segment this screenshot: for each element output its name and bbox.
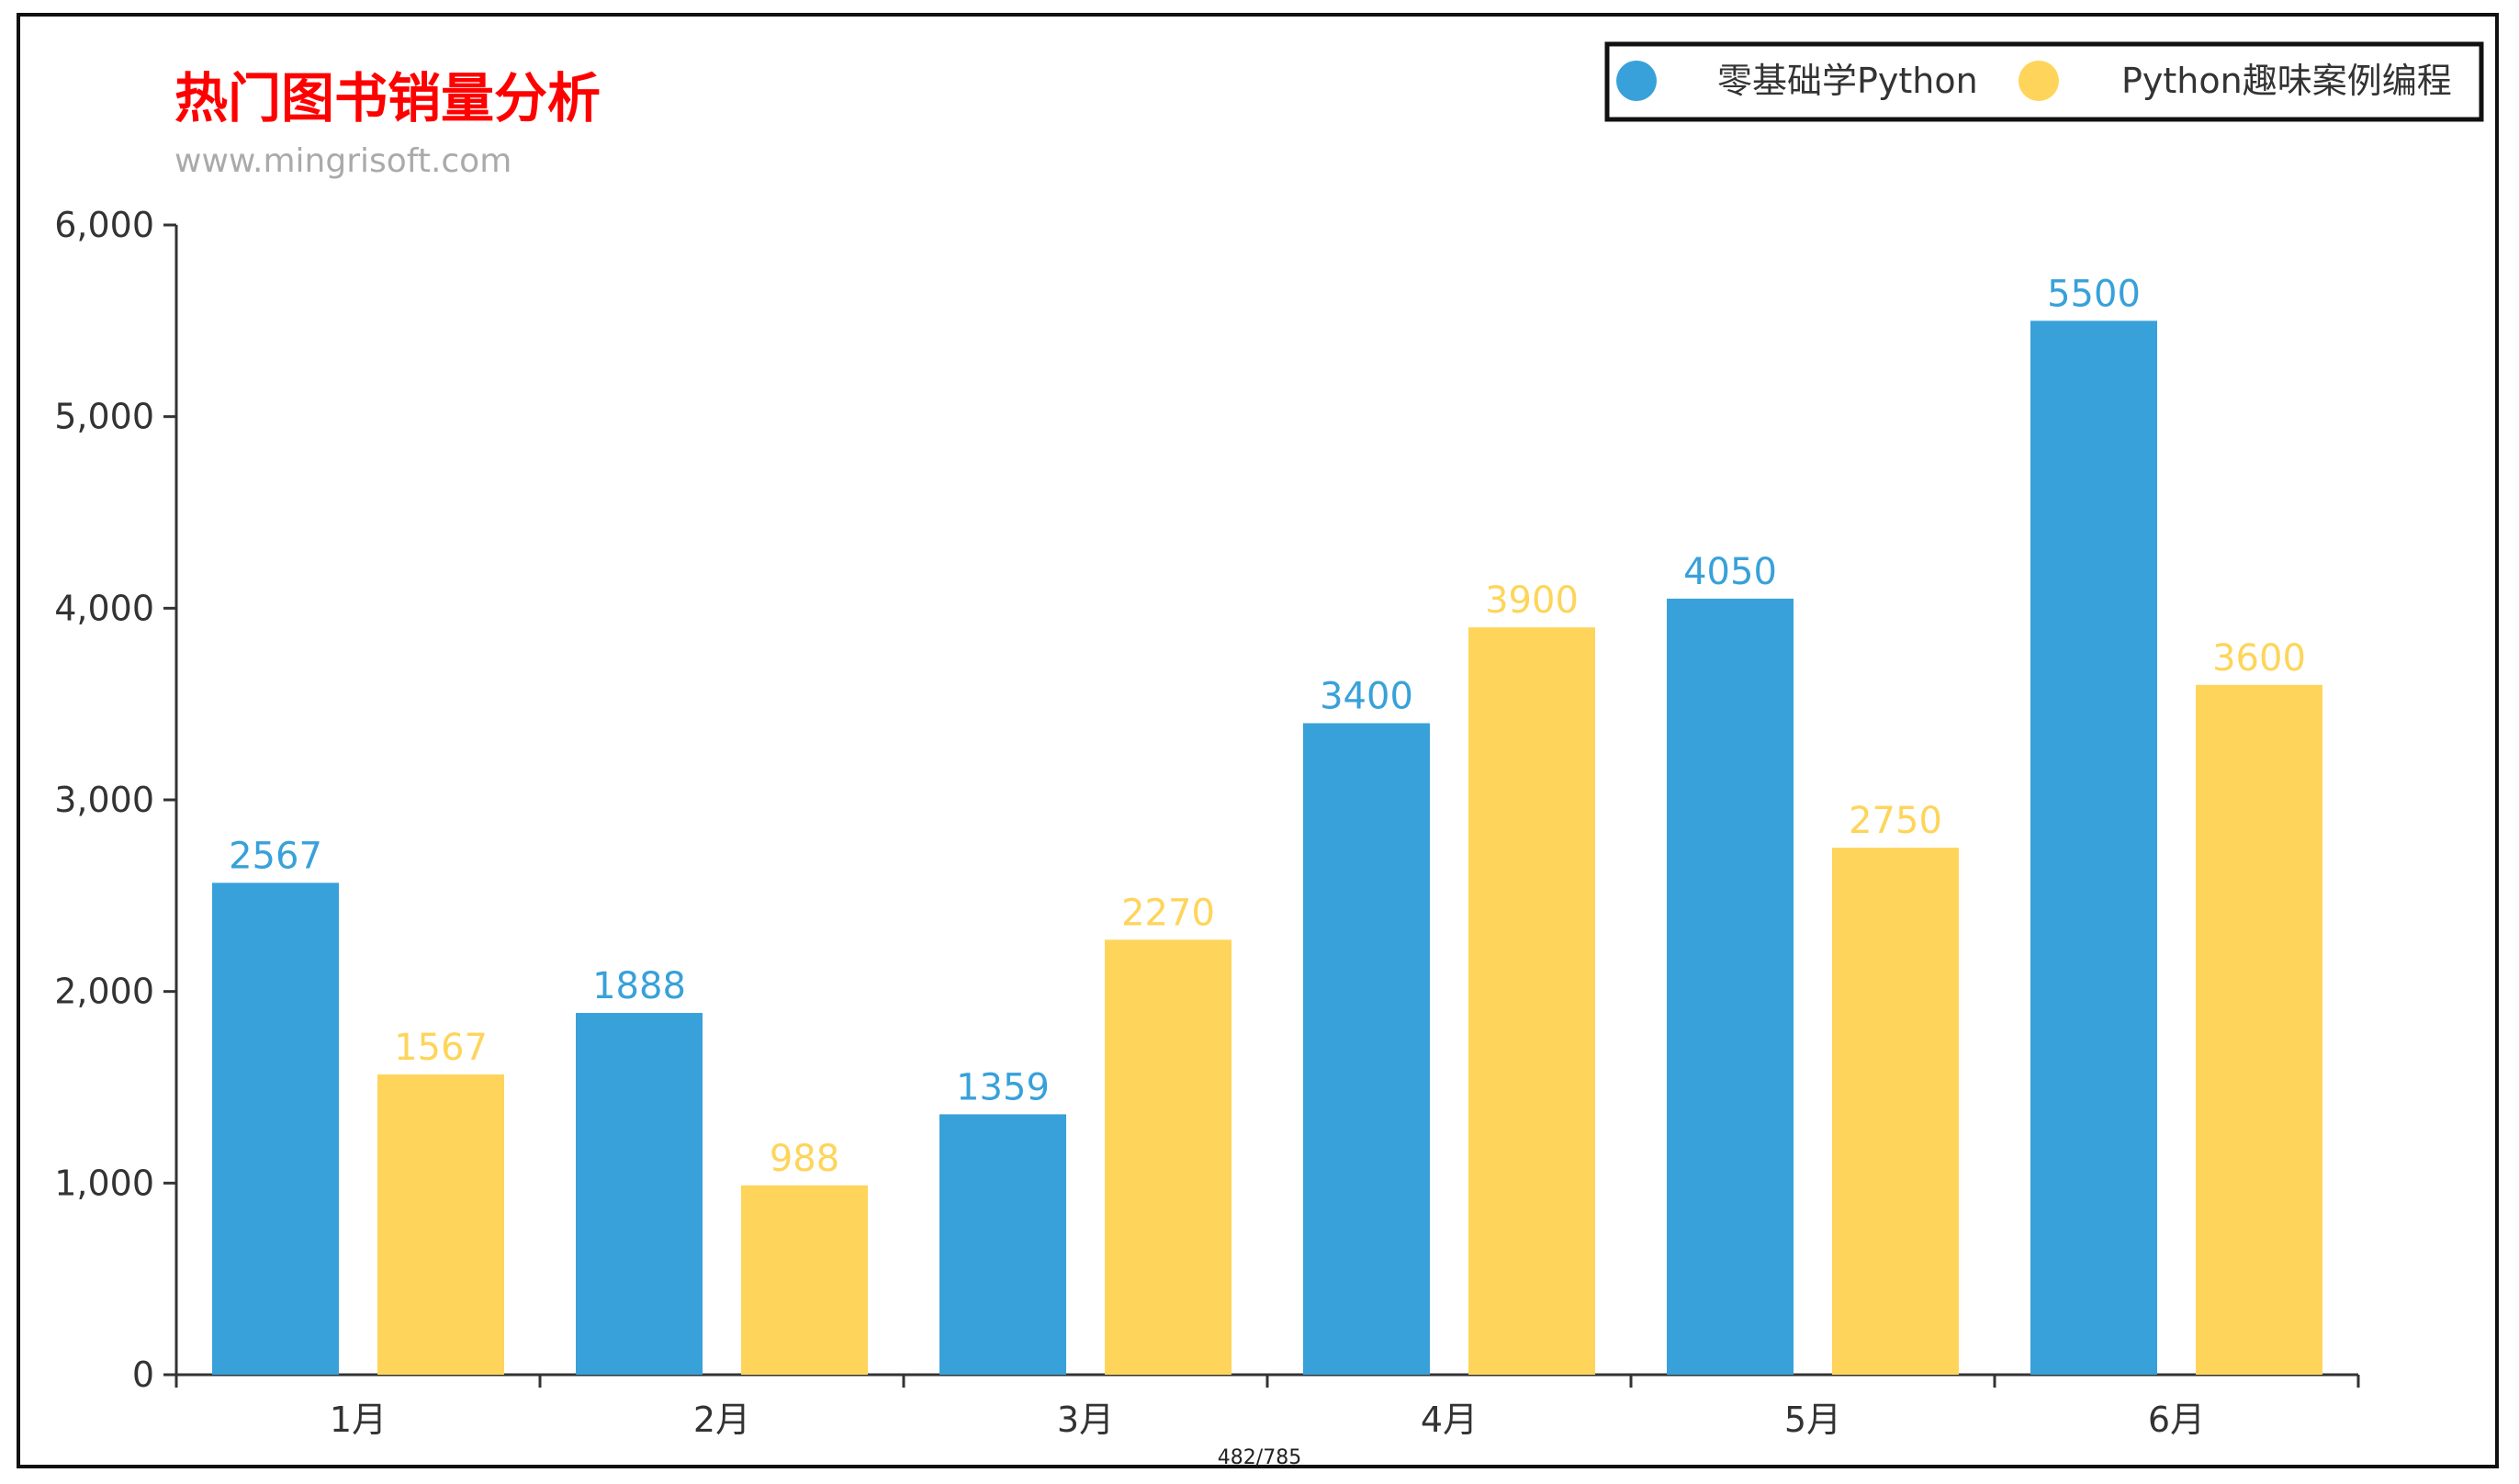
y-tick-label: 4,000: [54, 588, 154, 628]
y-axis: 0 1,000 2,000 3,000 4,000 5,000 6,000: [54, 205, 178, 1395]
data-label: 3900: [1485, 579, 1579, 622]
bar-series-1: [939, 1114, 1066, 1375]
data-label: 1888: [592, 965, 686, 1007]
data-label: 1567: [394, 1027, 488, 1069]
x-tick-label: 6月: [2148, 1400, 2205, 1440]
data-label: 2567: [229, 835, 322, 877]
y-tick-label: 6,000: [54, 205, 154, 245]
x-tick-label: 2月: [693, 1400, 750, 1440]
bar-series-2: [741, 1185, 868, 1375]
chart-frame: [17, 13, 2499, 1468]
y-tick-label: 1,000: [54, 1163, 154, 1203]
legend: 零基础学Python Python趣味案例编程: [1604, 41, 2484, 122]
data-label: 4050: [1683, 551, 1777, 593]
legend-marker: [2019, 61, 2059, 101]
data-label: 3400: [1320, 676, 1413, 718]
bar-series-2: [1468, 627, 1595, 1375]
data-label: 2270: [1121, 892, 1215, 934]
bar-series-1: [212, 883, 339, 1375]
chart-title: 热门图书销量分析: [174, 67, 601, 129]
legend-label: 零基础学Python: [1717, 61, 1978, 101]
bar-series-2: [1105, 939, 1231, 1375]
data-label: 3600: [2212, 637, 2306, 680]
x-tick-label: 3月: [1057, 1400, 1114, 1440]
bar-series-1: [1303, 723, 1430, 1375]
chart-subtitle: www.mingrisoft.com: [174, 142, 512, 180]
x-tick-label: 4月: [1421, 1400, 1478, 1440]
data-labels: 2567 1888 1359 3400 4050 5500 1567 988 2270 3900 2…: [229, 273, 2306, 1180]
bar-series-2: [377, 1074, 504, 1375]
data-label: 2750: [1849, 800, 1942, 842]
bar-series-1: [1667, 598, 1794, 1375]
x-tick-label: 5月: [1784, 1400, 1841, 1440]
x-axis: 1月 2月 3月 4月 5月 6月: [174, 1373, 2360, 1440]
bars: [212, 320, 2322, 1375]
bar-series-2: [2196, 684, 2322, 1375]
x-tick-label: 1月: [330, 1400, 387, 1440]
bar-series-1: [2030, 320, 2157, 1375]
legend-label: Python趣味案例编程: [2121, 61, 2452, 101]
y-tick-label: 5,000: [54, 397, 154, 437]
data-label: 988: [770, 1138, 839, 1180]
legend-marker: [1616, 61, 1657, 101]
y-tick-label: 2,000: [54, 972, 154, 1012]
page-indicator: 482/785: [1217, 1446, 1302, 1469]
bar-series-1: [576, 1013, 703, 1375]
data-label: 1359: [956, 1066, 1050, 1108]
legend-box: [1604, 41, 2484, 122]
y-tick-label: 0: [132, 1355, 154, 1395]
y-tick-label: 3,000: [54, 780, 154, 820]
bar-series-2: [1832, 848, 1959, 1375]
data-label: 5500: [2047, 273, 2141, 315]
